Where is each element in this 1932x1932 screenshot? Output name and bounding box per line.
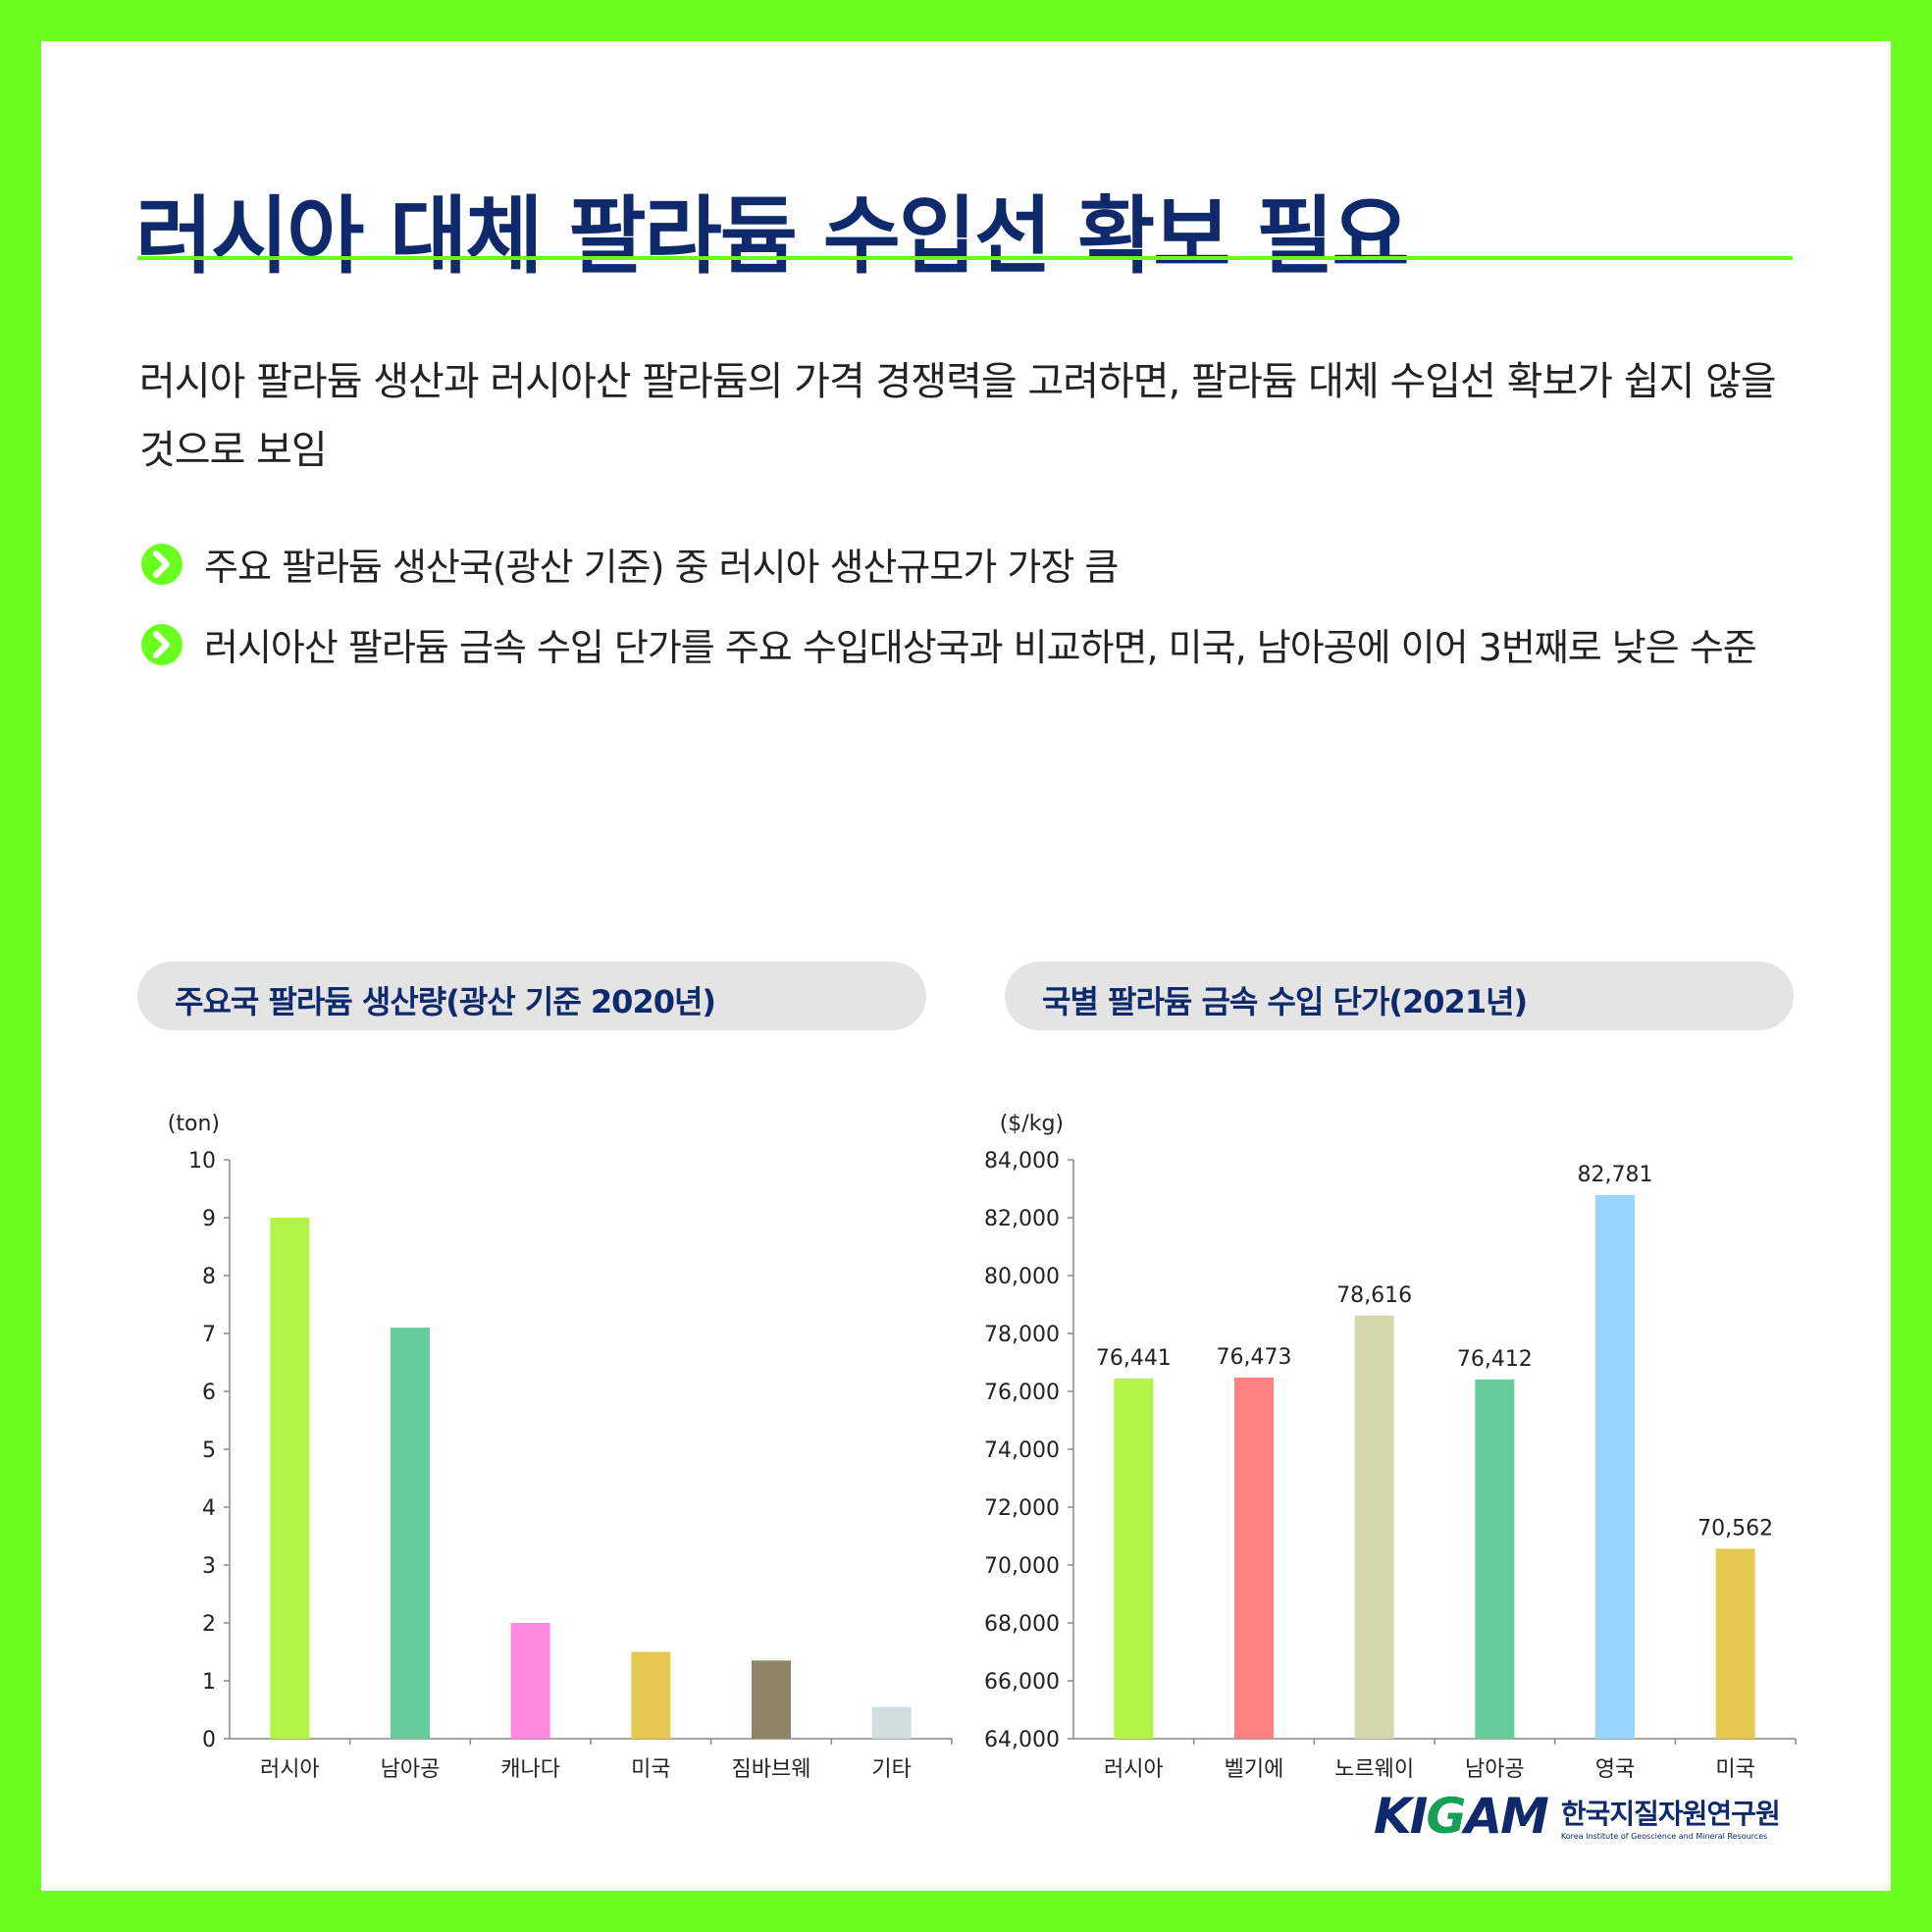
data-label: 76,412 <box>1457 1347 1533 1372</box>
bar <box>1234 1378 1274 1739</box>
x-tick-label: 캐나다 <box>500 1757 560 1782</box>
data-label: 70,562 <box>1697 1516 1773 1540</box>
y-tick-label: 74,000 <box>984 1438 1060 1463</box>
y-tick-label: 1 <box>202 1670 216 1695</box>
x-tick-label: 영국 <box>1595 1757 1635 1782</box>
x-tick-label: 벨기에 <box>1225 1757 1284 1782</box>
chart-title: 국별 팔라듐 금속 수입 단가(2021년) <box>1042 983 1528 1020</box>
unit-price-chart-svg: ($/kg) 64,000 66,000 68,000 70,000 72,000 74,0… <box>984 1112 1797 1782</box>
bar <box>1715 1548 1755 1739</box>
y-tick-label: 5 <box>202 1438 216 1463</box>
infographic-card: 러시아 대체 팔라듐 수입선 확보 필요 러시아 팔라듐 생산과 러시아산 팔라… <box>41 41 1891 1891</box>
y-axis-unit: ($/kg) <box>1000 1112 1064 1136</box>
x-tick-label: 러시아 <box>1104 1757 1164 1782</box>
x-tick-label: 남아공 <box>1465 1757 1525 1782</box>
title-divider <box>137 256 1793 260</box>
kigam-logo: KIGAM 한국지질자원연구원 Korea Institute of Geosc… <box>1374 1788 1781 1845</box>
bar <box>391 1328 430 1739</box>
y-tick-label: 72,000 <box>984 1496 1060 1521</box>
data-label: 78,616 <box>1336 1283 1412 1308</box>
bar <box>1595 1194 1635 1739</box>
y-tick-label: 80,000 <box>984 1265 1060 1289</box>
bar <box>631 1651 671 1739</box>
bullet-item: 주요 팔라듐 생산국(광산 기준) 중 러시아 생산규모가 가장 큼 <box>139 537 1119 591</box>
x-tick-label: 미국 <box>1715 1757 1754 1782</box>
arrow-circle-icon <box>141 543 183 585</box>
x-tick-label: 짐바브웨 <box>732 1757 811 1782</box>
y-tick-label: 70,000 <box>984 1554 1060 1579</box>
y-tick-label: 4 <box>202 1496 216 1521</box>
y-tick-label: 3 <box>202 1554 216 1579</box>
x-tick-label: 러시아 <box>260 1757 320 1782</box>
y-tick-label: 10 <box>188 1149 216 1174</box>
chart-title: 주요국 팔라듐 생산량(광산 기준 2020년) <box>175 983 716 1020</box>
y-tick-label: 64,000 <box>984 1728 1060 1752</box>
y-tick-label: 6 <box>202 1381 216 1405</box>
bar <box>510 1623 550 1739</box>
y-axis-unit: (ton) <box>168 1112 220 1136</box>
y-tick-label: 68,000 <box>984 1612 1060 1637</box>
bar <box>752 1660 791 1739</box>
logo-mark: KIGAM <box>1374 1788 1549 1845</box>
data-label: 76,473 <box>1217 1345 1292 1370</box>
y-tick-label: 2 <box>202 1612 216 1637</box>
bullet-text: 주요 팔라듐 생산국(광산 기준) 중 러시아 생산규모가 가장 큼 <box>204 546 1119 589</box>
y-tick-label: 8 <box>202 1265 216 1289</box>
bullet-item: 러시아산 팔라듐 금속 수입 단가를 주요 수입대상국과 비교하면, 미국, 남… <box>139 617 1757 671</box>
production-chart: (ton) 0 1 2 3 4 5 6 7 8 9 10 러시아 남아공 캐나다 미국 짐바브웨 기타 <box>120 1081 964 1788</box>
page-title: 러시아 대체 팔라듐 수입선 확보 필요 <box>135 187 1410 286</box>
data-label: 76,441 <box>1096 1346 1172 1371</box>
y-tick-label: 82,000 <box>984 1207 1060 1231</box>
y-tick-label: 76,000 <box>984 1381 1060 1405</box>
bar <box>1354 1315 1394 1739</box>
y-tick-label: 66,000 <box>984 1670 1060 1695</box>
y-tick-label: 78,000 <box>984 1323 1060 1347</box>
logo-name: 한국지질자원연구원 <box>1560 1797 1781 1830</box>
bar <box>1114 1378 1154 1739</box>
y-tick-label: 84,000 <box>984 1149 1060 1174</box>
bar <box>871 1706 912 1739</box>
x-tick-label: 노르웨이 <box>1334 1757 1414 1782</box>
intro-text: 러시아 팔라듐 생산과 러시아산 팔라듐의 가격 경쟁력을 고려하면, 팔라듐 … <box>139 359 1777 473</box>
production-chart-svg: (ton) 0 1 2 3 4 5 6 7 8 9 10 러시아 남아공 캐나다 미국 짐바브웨 기타 <box>168 1112 953 1782</box>
y-tick-label: 0 <box>202 1728 216 1752</box>
data-label: 82,781 <box>1578 1163 1653 1187</box>
unit-price-chart: ($/kg) 64,000 66,000 68,000 70,000 72,000 74,0… <box>964 1081 1807 1788</box>
x-tick-label: 남아공 <box>381 1757 441 1782</box>
bullet-text: 러시아산 팔라듐 금속 수입 단가를 주요 수입대상국과 비교하면, 미국, 남… <box>204 626 1757 669</box>
arrow-circle-icon <box>141 623 183 665</box>
y-tick-label: 7 <box>202 1323 216 1347</box>
x-tick-label: 기타 <box>871 1757 911 1782</box>
chart-title-pill: 주요국 팔라듐 생산량(광산 기준 2020년) <box>137 962 926 1030</box>
bar <box>270 1218 310 1739</box>
x-tick-label: 미국 <box>631 1757 670 1782</box>
bar <box>1475 1379 1515 1739</box>
logo-name-en: Korea Institute of Geoscience and Minera… <box>1560 1831 1768 1841</box>
chart-title-pill: 국별 팔라듐 금속 수입 단가(2021년) <box>1005 962 1794 1030</box>
y-tick-label: 9 <box>202 1207 216 1231</box>
